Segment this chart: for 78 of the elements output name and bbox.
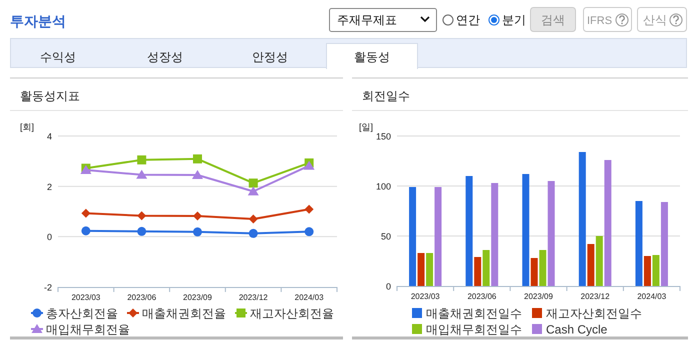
point: [248, 178, 258, 188]
point: [193, 227, 202, 236]
point: [193, 212, 202, 221]
y-tick-label: 2: [46, 182, 52, 192]
y-tick-label: 150: [376, 132, 391, 142]
chart-title: 활동성지표: [20, 89, 80, 103]
point: [81, 208, 90, 218]
legend-label: 매출채권회전일수: [426, 306, 522, 320]
point: [248, 228, 258, 238]
point: [81, 226, 90, 236]
text: 산식: [643, 13, 667, 27]
bar: [578, 152, 586, 286]
point: [193, 154, 202, 164]
legend-label: 매입채무회전일수: [426, 322, 522, 336]
text: 성장성: [147, 50, 183, 64]
bar: [522, 174, 530, 286]
legend-label: 재고자산회전일수: [546, 306, 642, 320]
point: [192, 170, 203, 180]
legend-label: 재고자산회전율: [250, 306, 334, 320]
chart-title: 회전일수: [362, 89, 410, 103]
x-tick-label: 2024/03: [637, 292, 667, 301]
bar: [596, 236, 603, 286]
y-tick-label: -2: [44, 282, 52, 292]
x-tick-label: 2023/09: [524, 292, 554, 301]
x-tick-label: 2023/06: [467, 292, 497, 301]
bar: [491, 183, 498, 286]
bar: [539, 250, 546, 286]
point: [304, 227, 314, 236]
bar: [587, 244, 594, 286]
y-tick-label: 100: [376, 182, 391, 192]
text: 안정성: [252, 50, 288, 64]
x-tick-label: 2023/06: [127, 293, 157, 302]
legend-label: 매출채권회전율: [142, 306, 226, 320]
y-tick-label: 4: [46, 132, 52, 142]
bar: [644, 256, 651, 286]
text: 활동성: [354, 50, 390, 64]
y-tick-label: 50: [380, 232, 391, 242]
point: [137, 211, 146, 220]
text: IFRS: [587, 15, 612, 27]
bar: [409, 187, 416, 286]
y-tick-label: 0: [386, 282, 391, 292]
text: 검색: [541, 13, 565, 27]
text: 연간: [456, 13, 480, 27]
bar: [434, 187, 442, 286]
point: [248, 186, 259, 196]
point: [304, 160, 315, 170]
bar: [635, 201, 642, 286]
text: 투자분석: [10, 13, 66, 29]
y-axis-title: [일]: [359, 122, 374, 132]
x-tick-label: 2023/12: [580, 292, 610, 301]
bar: [548, 181, 555, 286]
point: [137, 226, 146, 236]
bar: [426, 253, 434, 286]
text: 주재무제표: [337, 13, 397, 27]
text: 분기: [502, 13, 526, 27]
x-tick-label: 2023/03: [71, 293, 101, 302]
x-tick-label: 2023/09: [183, 293, 213, 302]
bar: [530, 258, 538, 286]
legend-label: 총자산회전율: [46, 306, 118, 320]
bar: [660, 202, 668, 286]
text: 수익성: [40, 50, 76, 64]
legend-label: 매입채무회전율: [46, 322, 130, 336]
bar: [474, 257, 482, 286]
bar: [604, 160, 612, 286]
bar: [466, 176, 473, 286]
x-tick-label: 2023/12: [238, 293, 268, 302]
point: [137, 155, 146, 164]
x-tick-label: 2024/03: [294, 293, 324, 302]
y-axis-title: [회]: [20, 122, 34, 132]
bar: [418, 253, 425, 286]
legend-label: Cash Cycle: [546, 322, 608, 336]
x-tick-label: 2023/03: [410, 292, 440, 301]
bar: [652, 255, 660, 286]
point: [304, 204, 314, 214]
point: [136, 170, 148, 179]
bar: [482, 250, 490, 286]
y-tick-label: 0: [46, 232, 52, 242]
point: [248, 214, 258, 224]
